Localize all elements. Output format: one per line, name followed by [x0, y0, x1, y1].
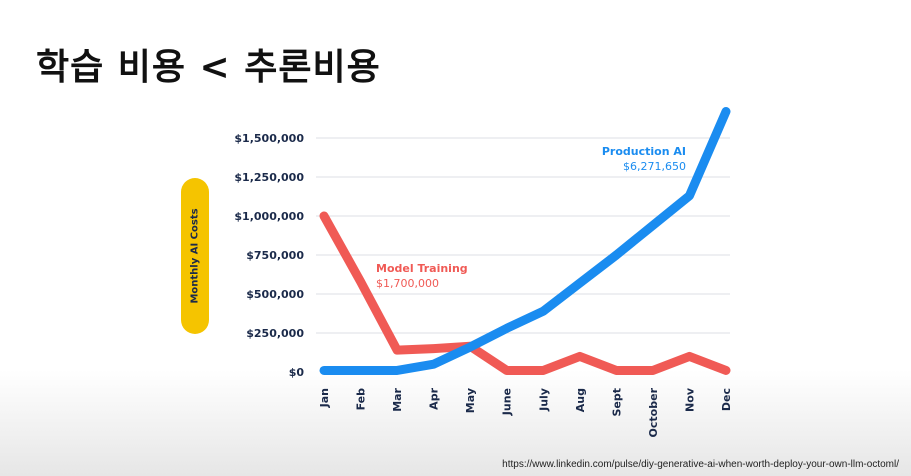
series-annotations: Production AI $6,271,650 Model Training $1,… — [376, 145, 686, 290]
data-point — [506, 369, 508, 371]
series-line — [319, 211, 731, 375]
x-tick-label: July — [537, 388, 550, 412]
chart-series — [319, 106, 731, 375]
y-tick-label: $1,000,000 — [234, 210, 304, 223]
x-tick-label: Nov — [683, 387, 696, 412]
data-point — [615, 369, 617, 371]
data-point — [433, 348, 435, 350]
x-tick-label: June — [501, 388, 514, 416]
data-point — [469, 346, 471, 348]
x-tick-label: Sept — [610, 388, 623, 417]
data-point — [433, 363, 435, 365]
x-tick-label: Apr — [428, 387, 441, 409]
data-point — [396, 369, 398, 371]
y-tick-label: $0 — [289, 366, 305, 379]
data-point — [615, 254, 617, 256]
series-line — [319, 106, 731, 375]
data-point — [323, 215, 325, 217]
data-point — [725, 110, 727, 112]
source-link[interactable]: https://www.linkedin.com/pulse/diy-gener… — [502, 459, 899, 470]
series-total-label: $6,271,650 — [623, 160, 686, 173]
series-name-label: Production AI — [602, 145, 686, 158]
data-point — [360, 281, 362, 283]
data-point — [579, 282, 581, 284]
data-point — [323, 369, 325, 371]
y-tick-label: $750,000 — [246, 249, 304, 262]
y-tick-label: $1,250,000 — [234, 171, 304, 184]
y-axis-label-pill — [181, 178, 209, 334]
y-axis-ticks: $0 $250,000 $500,000 $750,000 $1,000,000 $1,2… — [234, 132, 304, 379]
data-point — [360, 369, 362, 371]
data-point — [652, 369, 654, 371]
series-total-label: $1,700,000 — [376, 277, 439, 290]
y-tick-label: $500,000 — [246, 288, 304, 301]
x-axis-ticks: Jan Feb Mar Apr May June July Aug Sept October Nov… — [318, 387, 733, 437]
y-tick-label: $1,500,000 — [234, 132, 304, 145]
x-tick-label: Jan — [318, 388, 331, 408]
x-tick-label: Feb — [355, 388, 368, 411]
data-point — [688, 195, 690, 197]
data-point — [396, 349, 398, 351]
x-tick-label: Aug — [574, 388, 587, 412]
data-point — [506, 327, 508, 329]
series-name-label: Model Training — [376, 262, 468, 275]
data-point — [579, 355, 581, 357]
data-point — [542, 310, 544, 312]
data-point — [652, 224, 654, 226]
x-tick-label: Mar — [391, 387, 404, 411]
x-tick-label: October — [647, 387, 660, 437]
x-tick-label: Dec — [720, 388, 733, 411]
data-point — [725, 369, 727, 371]
data-point — [688, 355, 690, 357]
x-tick-label: May — [464, 388, 477, 413]
slide-title: 학습 비용 < 추론비용 — [36, 47, 381, 88]
y-tick-label: $250,000 — [246, 327, 304, 340]
data-point — [542, 369, 544, 371]
